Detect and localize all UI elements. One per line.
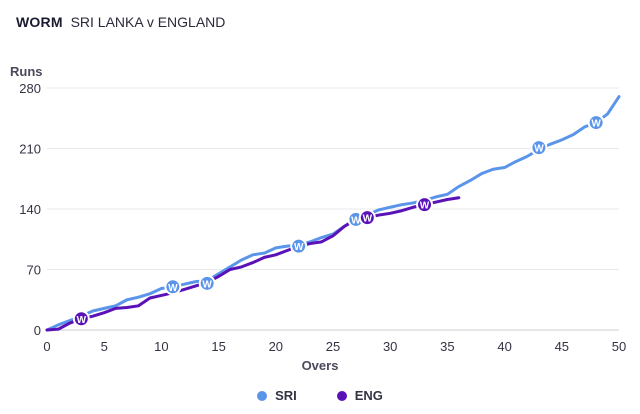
- wicket-marker-eng-1: W: [358, 209, 376, 227]
- x-axis-title: Overs: [302, 358, 339, 373]
- wicket-marker-circle: [530, 139, 548, 157]
- y-tick-label-0: 0: [34, 323, 41, 338]
- wicket-marker-label: W: [420, 201, 430, 212]
- x-tick-label-15: 15: [211, 339, 225, 354]
- x-tick-label-25: 25: [326, 339, 340, 354]
- legend-item-sri[interactable]: SRI: [257, 388, 297, 403]
- x-tick-label-10: 10: [154, 339, 168, 354]
- wicket-marker-label: W: [351, 215, 361, 226]
- y-axis-ticks: 0 70 140 210 280: [19, 81, 41, 338]
- y-tick-label-70: 70: [27, 263, 41, 278]
- wicket-marker-circle: [72, 310, 90, 328]
- x-tick-label-45: 45: [555, 339, 569, 354]
- x-tick-label-35: 35: [440, 339, 454, 354]
- wicket-marker-circle: [416, 196, 434, 214]
- wicket-marker-circle: [587, 114, 605, 132]
- x-tick-label-20: 20: [269, 339, 283, 354]
- x-tick-label-50: 50: [612, 339, 626, 354]
- series-lines: [45, 95, 621, 332]
- wicket-marker-label: W: [168, 283, 178, 294]
- x-tick-label-0: 0: [43, 339, 50, 354]
- wicket-marker-label: W: [591, 119, 601, 130]
- series-line-sri: [45, 95, 621, 332]
- wicket-marker-circle: [358, 209, 376, 227]
- x-axis-ticks: 0 5 10 15 20 25 30 35 40 45 50: [43, 339, 626, 354]
- wicket-marker-circle: [290, 237, 308, 255]
- legend-item-eng[interactable]: ENG: [336, 388, 383, 403]
- wicket-marker-sri-0: W: [164, 278, 182, 296]
- legend-swatch-eng: [336, 390, 347, 401]
- wicket-marker-label: W: [294, 242, 304, 253]
- wicket-marker-sri-4: W: [530, 139, 548, 157]
- legend-swatch-sri: [257, 390, 268, 401]
- wicket-marker-sri-1: W: [198, 274, 216, 292]
- wicket-marker-label: W: [534, 144, 544, 155]
- y-axis-title: Runs: [10, 64, 43, 79]
- wicket-marker-sri-5: W: [587, 114, 605, 132]
- grid-lines: [47, 87, 619, 331]
- wicket-marker-eng-0: W: [72, 310, 90, 328]
- wicket-marker-circle: [198, 274, 216, 292]
- chart-header: WORM SRI LANKA v ENGLAND: [16, 14, 225, 30]
- y-tick-label-210: 210: [19, 142, 41, 157]
- x-tick-label-30: 30: [383, 339, 397, 354]
- wicket-marker-eng-2: W: [416, 196, 434, 214]
- x-tick-label-5: 5: [101, 339, 108, 354]
- wicket-marker-label: W: [77, 315, 87, 326]
- legend-label-eng: ENG: [354, 388, 383, 403]
- y-tick-label-280: 280: [19, 81, 41, 96]
- wicket-marker-circle: [164, 278, 182, 296]
- legend: SRI ENG: [0, 388, 640, 403]
- wicket-marker-label: W: [202, 279, 212, 290]
- wicket-marker-sri-2: W: [290, 237, 308, 255]
- legend-label-sri: SRI: [275, 388, 297, 403]
- chart-title: WORM: [16, 14, 63, 30]
- x-tick-label-40: 40: [497, 339, 511, 354]
- match-subtitle: SRI LANKA v ENGLAND: [70, 14, 226, 30]
- series-line-eng: [45, 196, 461, 332]
- wicket-marker-label: W: [363, 214, 373, 225]
- y-tick-label-140: 140: [19, 202, 41, 217]
